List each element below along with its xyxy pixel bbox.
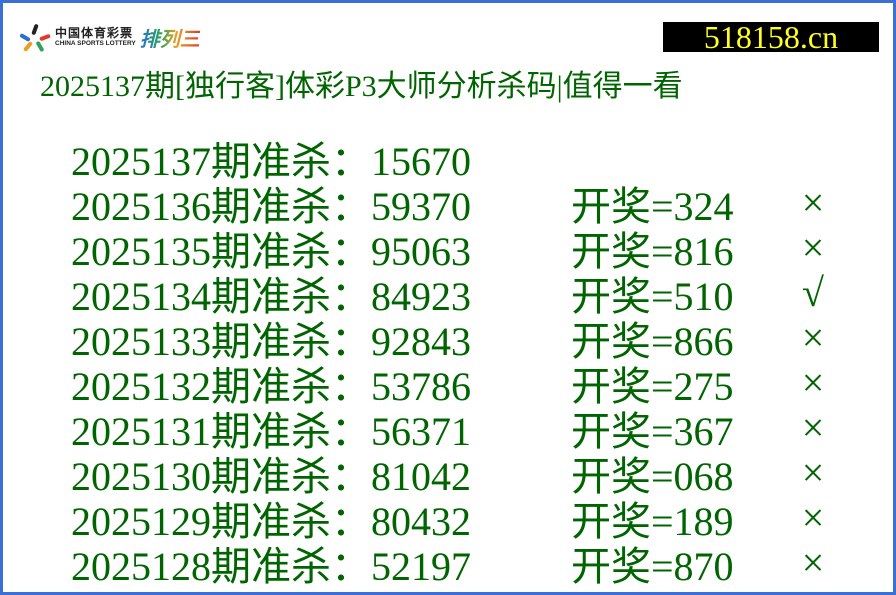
prediction-row: 2025130期准杀：81042 开奖=068 ×	[71, 450, 833, 499]
prediction-row: 2025131期准杀：56371 开奖=367 ×	[71, 405, 833, 454]
row-label: 2025132期准杀：53786	[71, 363, 471, 409]
row-label: 2025137期准杀：15670	[71, 138, 471, 184]
prediction-row: 2025137期准杀：15670	[71, 135, 833, 184]
logo-cn-text: 中国体育彩票	[55, 26, 134, 41]
row-label: 2025136期准杀：59370	[71, 183, 471, 229]
row-draw-result: 开奖=870	[571, 543, 734, 589]
row-label: 2025133期准杀：92843	[71, 318, 471, 364]
row-result-mark: ×	[801, 405, 825, 450]
row-label: 2025131期准杀：56371	[71, 408, 471, 454]
logo-game-text: 排列三	[140, 23, 200, 52]
prediction-row: 2025133期准杀：92843 开奖=866 ×	[71, 315, 833, 364]
row-label: 2025130期准杀：81042	[71, 453, 471, 499]
logo-en-text: CHINA SPORTS LOTTERY	[55, 40, 136, 48]
site-banner: 518158.cn	[663, 21, 879, 53]
row-result-mark: ×	[801, 450, 825, 495]
row-draw-result: 开奖=068	[571, 453, 734, 499]
row-draw-result: 开奖=510	[571, 273, 734, 319]
row-draw-result: 开奖=816	[571, 228, 734, 274]
prediction-row: 2025134期准杀：84923 开奖=510 √	[71, 270, 833, 319]
china-sports-lottery-logo: 中国体育彩票 CHINA SPORTS LOTTERY 排列三	[19, 23, 200, 52]
row-label: 2025128期准杀：52197	[71, 543, 471, 589]
row-result-mark: ×	[801, 180, 825, 225]
prediction-row: 2025128期准杀：52197 开奖=870 ×	[71, 540, 833, 589]
page-title: 2025137期[独行客]体彩P3大师分析杀码|值得一看	[40, 70, 683, 103]
row-draw-result: 开奖=324	[571, 183, 734, 229]
row-result-mark: ×	[801, 495, 825, 540]
row-draw-result: 开奖=275	[571, 363, 734, 409]
row-draw-result: 开奖=189	[571, 498, 734, 544]
row-draw-result: 开奖=866	[571, 318, 734, 364]
prediction-row: 2025136期准杀：59370 开奖=324 ×	[71, 180, 833, 229]
row-result-mark: √	[802, 270, 824, 315]
row-result-mark: ×	[801, 540, 825, 585]
prediction-row: 2025135期准杀：95063 开奖=816 ×	[71, 225, 833, 274]
prediction-row: 2025132期准杀：53786 开奖=275 ×	[71, 360, 833, 409]
row-label: 2025129期准杀：80432	[71, 498, 471, 544]
lottery-star-icon	[19, 23, 51, 52]
row-result-mark: ×	[801, 360, 825, 405]
row-result-mark: ×	[801, 315, 825, 360]
row-result-mark: ×	[801, 225, 825, 270]
row-draw-result: 开奖=367	[571, 408, 734, 454]
row-label: 2025134期准杀：84923	[71, 273, 471, 319]
row-label: 2025135期准杀：95063	[71, 228, 471, 274]
prediction-list: 2025137期准杀：15670 2025136期准杀：59370 开奖=324 × 2…	[71, 135, 833, 589]
prediction-row: 2025129期准杀：80432 开奖=189 ×	[71, 495, 833, 544]
